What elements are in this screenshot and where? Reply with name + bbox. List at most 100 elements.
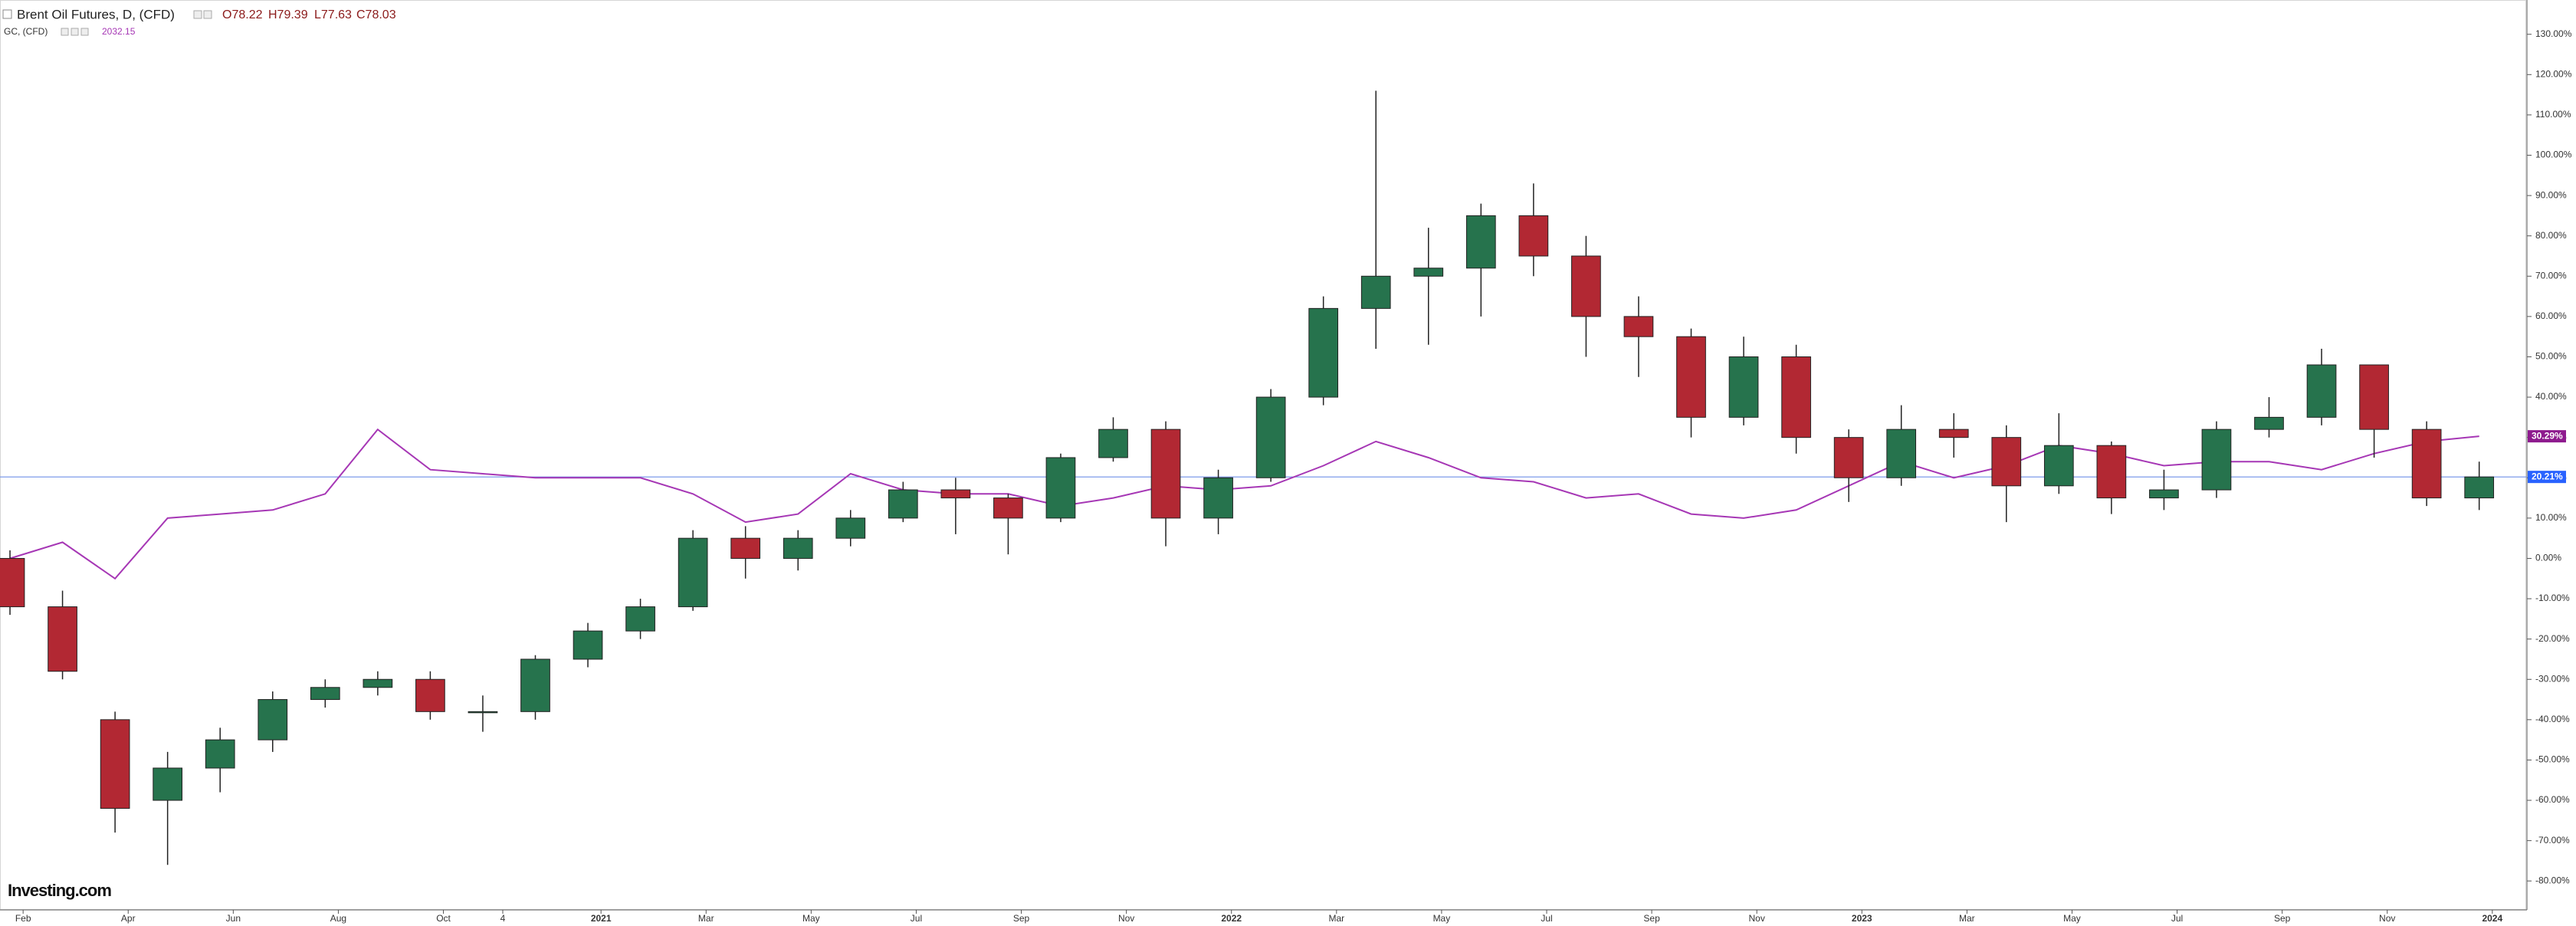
candle-body: [48, 606, 77, 672]
x-tick-label: Nov: [2379, 913, 2395, 924]
y-tick-label: -10.00%: [2535, 593, 2570, 603]
candle-body: [2043, 445, 2074, 487]
candle-body: [783, 537, 813, 559]
overlay-icon[interactable]: [80, 28, 89, 36]
x-tick-label: Sep: [2274, 913, 2291, 924]
candle-body: [888, 489, 918, 519]
y-tick-label: -50.00%: [2535, 754, 2570, 765]
candle-body: [153, 767, 183, 801]
x-tick-label: 2022: [1221, 913, 1242, 924]
settings-icon[interactable]: [193, 10, 202, 19]
x-tick-label: Jul: [911, 913, 922, 924]
x-tick-label: Mar: [1328, 913, 1344, 924]
candle-body: [993, 497, 1023, 519]
chart-title: Brent Oil Futures, D, (CFD): [17, 7, 175, 21]
quote-high: H79.39: [268, 8, 308, 21]
candle-body: [2149, 489, 2179, 499]
y-tick-label: 100.00%: [2535, 149, 2572, 160]
overlay-price: 2032.15: [102, 26, 136, 37]
y-tick-label: -70.00%: [2535, 835, 2570, 846]
candle-body: [520, 658, 550, 712]
close-icon[interactable]: [203, 10, 212, 19]
candle-body: [1150, 429, 1181, 519]
candle-body: [310, 687, 340, 701]
x-tick-label: 4: [500, 913, 506, 924]
quote-close: C78.03: [356, 8, 396, 21]
candle-body: [2306, 364, 2337, 418]
candle-body: [0, 557, 25, 608]
overlay-icon[interactable]: [71, 28, 79, 36]
x-tick-label: 2024: [2482, 913, 2502, 924]
candle-body: [258, 699, 288, 740]
quote-open: O78.22: [222, 8, 263, 21]
last-value-box: [2528, 471, 2566, 484]
candle-body: [2464, 476, 2495, 499]
candle-body: [1886, 429, 1917, 478]
candle-body: [678, 537, 708, 608]
candle-body: [205, 739, 235, 769]
y-tick-label: 80.00%: [2535, 230, 2567, 241]
candle-body: [2411, 429, 2442, 499]
x-tick-label: 2021: [591, 913, 612, 924]
y-tick-label: -30.00%: [2535, 673, 2570, 684]
y-tick-label: 40.00%: [2535, 391, 2567, 402]
candle-body: [415, 678, 445, 712]
candle-body: [1991, 437, 2022, 487]
candle-body: [100, 719, 130, 809]
candle-body: [835, 517, 866, 539]
y-tick-label: 90.00%: [2535, 189, 2567, 200]
x-tick-label: May: [1433, 913, 1451, 924]
logo: Investing.com: [8, 881, 111, 900]
candle-body: [1465, 215, 1496, 269]
candle-body: [2254, 416, 2284, 430]
candle-body: [1938, 429, 1969, 438]
x-tick-label: May: [802, 913, 820, 924]
candle-body: [1203, 477, 1233, 519]
y-tick-label: 0.00%: [2535, 553, 2561, 563]
x-tick-label: Mar: [1959, 913, 1975, 924]
x-tick-label: Feb: [15, 913, 31, 924]
candle-body: [2096, 445, 2127, 499]
candle-body: [1781, 356, 1811, 438]
y-tick-label: 10.00%: [2535, 512, 2567, 523]
candle-body: [1255, 396, 1286, 478]
x-tick-label: Aug: [330, 913, 346, 924]
candle-body: [2359, 364, 2389, 430]
y-tick-label: 50.00%: [2535, 351, 2567, 362]
y-tick-label: 110.00%: [2535, 109, 2571, 120]
y-tick-label: 120.00%: [2535, 68, 2572, 79]
candle-body: [1833, 437, 1864, 478]
candle-body: [1413, 268, 1444, 277]
x-tick-label: Jul: [2171, 913, 2183, 924]
quote-low: L77.63: [314, 8, 352, 21]
overlay-name: GC, (CFD): [4, 26, 48, 37]
candle-body: [1045, 457, 1076, 519]
candle-body: [1518, 215, 1549, 257]
x-tick-label: Jun: [226, 913, 241, 924]
candle-body: [730, 537, 761, 559]
y-tick-label: 130.00%: [2535, 28, 2572, 39]
x-tick-label: Apr: [121, 913, 136, 924]
overlay-icon[interactable]: [61, 28, 69, 36]
y-tick-label: -20.00%: [2535, 633, 2570, 644]
candle-body: [1308, 307, 1339, 398]
last-value-box: [2528, 430, 2566, 443]
candle-body: [1098, 429, 1128, 458]
candle-body: [940, 489, 971, 499]
y-tick-label: 70.00%: [2535, 270, 2567, 281]
y-tick-label: 60.00%: [2535, 310, 2567, 321]
candle-body: [363, 678, 393, 688]
x-tick-label: 2023: [1852, 913, 1872, 924]
candle-body: [573, 630, 603, 660]
last-value-label: 30.29%: [2532, 430, 2563, 441]
x-tick-label: Nov: [1749, 913, 1765, 924]
x-tick-label: Sep: [1643, 913, 1660, 924]
candle-body: [1623, 316, 1654, 337]
x-tick-label: Sep: [1013, 913, 1030, 924]
x-tick-label: Nov: [1118, 913, 1134, 924]
collapse-icon[interactable]: [2, 9, 12, 19]
last-value-label: 20.21%: [2532, 471, 2563, 481]
candle-body: [1571, 255, 1601, 317]
